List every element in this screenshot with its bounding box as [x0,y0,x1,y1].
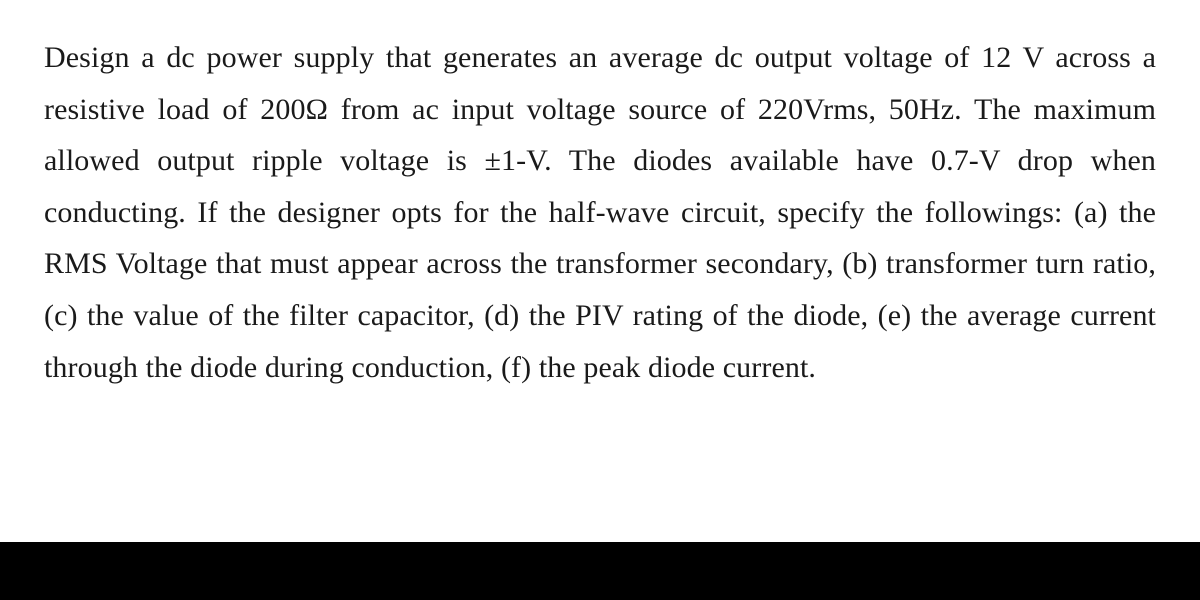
problem-page: Design a dc power supply that generates … [0,0,1200,600]
problem-text: Design a dc power supply that generates … [44,41,1156,384]
bottom-black-strip [0,542,1200,600]
